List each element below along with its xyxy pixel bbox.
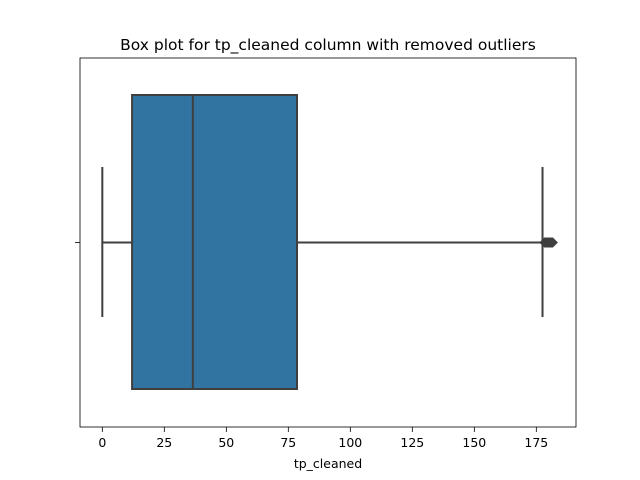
chart-title: Box plot for tp_cleaned column with remo…: [120, 36, 536, 55]
box-iqr: [131, 94, 298, 390]
x-tick-label: 175: [524, 435, 548, 450]
plot-area: [101, 94, 558, 390]
x-tick-label: 150: [462, 435, 486, 450]
x-tick-label: 75: [280, 435, 296, 450]
x-tick-label: 50: [218, 435, 234, 450]
x-axis-ticks: 0 25 50 75 100 125 150 175: [98, 427, 548, 450]
x-tick-label: 100: [338, 435, 362, 450]
x-tick-label: 25: [156, 435, 172, 450]
x-tick-label: 0: [98, 435, 106, 450]
x-axis-label: tp_cleaned: [294, 456, 362, 471]
outlier-point: [547, 237, 558, 248]
x-tick-label: 125: [400, 435, 424, 450]
